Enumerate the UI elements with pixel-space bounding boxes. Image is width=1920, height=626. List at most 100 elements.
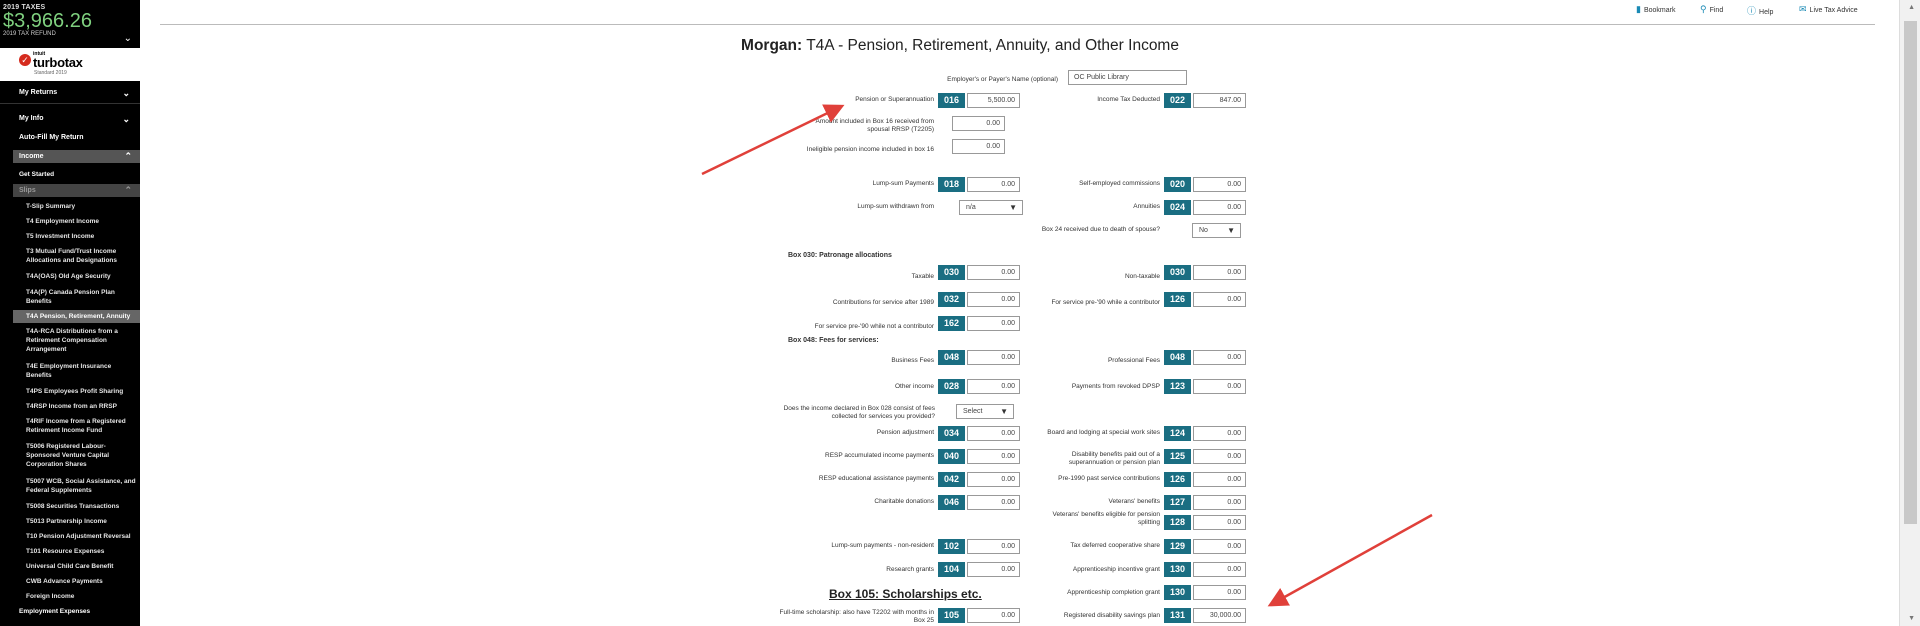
chevron-down-icon[interactable]: ⌄ — [123, 33, 132, 44]
sidebar-item-t4a-oas[interactable]: T4A(OAS) Old Age Security — [26, 273, 111, 280]
box-102: 102 — [938, 539, 965, 554]
sidebar-item-tslip-summary[interactable]: T-Slip Summary — [26, 203, 76, 210]
sidebar-item-t5008[interactable]: T5008 Securities Transactions — [26, 503, 120, 510]
sidebar-item-t3[interactable]: T3 Mutual Fund/Trust Income Allocations … — [26, 248, 118, 264]
non-taxable-label: Non-taxable — [1124, 273, 1160, 280]
scroll-down-icon[interactable]: ▼ — [1908, 615, 1915, 622]
resp-accumulated-input[interactable]: 0.00 — [967, 449, 1020, 464]
live-tax-advice-label: Live Tax Advice — [1809, 7, 1858, 14]
nav-my-returns[interactable]: My Returns ⌄ — [0, 88, 140, 98]
ineligible-pension-input[interactable]: 0.00 — [952, 139, 1005, 154]
payer-name-input[interactable]: OC Public Library — [1068, 70, 1187, 85]
arrow-to-rdsp — [1267, 513, 1433, 607]
sidebar-item-t4a-pension[interactable]: T4A Pension, Retirement, Annuity — [13, 310, 140, 323]
revoked-dpsp-input[interactable]: 0.00 — [1193, 379, 1246, 394]
box28-question-select[interactable]: Select ▼ — [956, 404, 1014, 419]
pre90-contributor-input[interactable]: 0.00 — [1193, 292, 1246, 307]
sidebar-item-t5007[interactable]: T5007 WCB, Social Assistance, and Federa… — [26, 478, 136, 494]
nav-label: My Returns — [19, 89, 58, 96]
other-income-input[interactable]: 0.00 — [967, 379, 1020, 394]
lump-nonresident-label: Lump-sum payments - non-resident — [831, 542, 934, 549]
pension-adjustment-input[interactable]: 0.00 — [967, 426, 1020, 441]
veterans-splitting-input[interactable]: 0.00 — [1193, 515, 1246, 530]
patronage-heading: Box 030: Patronage allocations — [788, 252, 892, 259]
disability-benefits-input[interactable]: 0.00 — [1193, 449, 1246, 464]
dropdown-arrow-icon: ▼ — [1000, 407, 1008, 416]
lump-nonresident-input[interactable]: 0.00 — [967, 539, 1020, 554]
brand-intuit: intuit — [33, 51, 46, 57]
annuities-input[interactable]: 0.00 — [1193, 200, 1246, 215]
income-tax-deducted-input[interactable]: 847.00 — [1193, 93, 1246, 108]
sidebar-item-uccb[interactable]: Universal Child Care Benefit — [26, 563, 114, 570]
page-scrollbar[interactable]: ▲ ▼ — [1899, 0, 1920, 626]
pre90-noncontributor-input[interactable]: 0.00 — [967, 316, 1020, 331]
apprenticeship-incentive-label: Apprenticeship incentive grant — [1072, 566, 1160, 573]
taxable-input[interactable]: 0.00 — [967, 265, 1020, 280]
refund-label: 2019 TAX REFUND — [3, 31, 56, 37]
taxpayer-name: Morgan: — [741, 37, 803, 54]
nav-label: My Info — [19, 115, 44, 122]
box-126-pre1990: 126 — [1164, 472, 1191, 487]
box28-question-label: Does the income declared in Box 028 cons… — [783, 405, 935, 420]
rdsp-input[interactable]: 30,000.00 — [1193, 608, 1246, 623]
sidebar-item-t4e[interactable]: T4E Employment Insurance Benefits — [26, 363, 112, 379]
apprenticeship-completion-input[interactable]: 0.00 — [1193, 585, 1246, 600]
sidebar-item-cwb[interactable]: CWB Advance Payments — [26, 578, 103, 585]
scroll-thumb[interactable] — [1904, 21, 1917, 524]
tax-deferred-coop-input[interactable]: 0.00 — [1193, 539, 1246, 554]
veterans-benefits-input[interactable]: 0.00 — [1193, 495, 1246, 510]
charitable-donations-input[interactable]: 0.00 — [967, 495, 1020, 510]
nav-employment-expenses[interactable]: Employment Expenses — [0, 608, 140, 615]
live-tax-advice-button[interactable]: ✉ Live Tax Advice — [1799, 4, 1858, 15]
research-grants-input[interactable]: 0.00 — [967, 562, 1020, 577]
bookmark-button[interactable]: ▮ Bookmark — [1636, 4, 1675, 15]
self-employed-input[interactable]: 0.00 — [1193, 177, 1246, 192]
nav-my-info[interactable]: My Info ⌄ — [0, 114, 140, 124]
sidebar-item-t4ps[interactable]: T4PS Employees Profit Sharing — [26, 388, 124, 395]
non-taxable-input[interactable]: 0.00 — [1193, 265, 1246, 280]
nav-income[interactable]: Income ⌃ — [13, 150, 140, 163]
pension-input[interactable]: 5,500.00 — [967, 93, 1020, 108]
spousal-rrsp-input[interactable]: 0.00 — [952, 116, 1005, 131]
annuities-label: Annuities — [1133, 203, 1160, 210]
nav-get-started[interactable]: Get Started — [0, 171, 140, 178]
sidebar-item-t4a-p[interactable]: T4A(P) Canada Pension Plan Benefits — [26, 289, 115, 305]
toolbar-divider — [160, 24, 1875, 25]
sidebar-item-t4rsp[interactable]: T4RSP Income from an RRSP — [26, 403, 117, 410]
top-toolbar: ▮ Bookmark ⚲ Find ⓘ Help ✉ Live Tax Advice — [1630, 4, 1870, 18]
help-button[interactable]: ⓘ Help — [1747, 4, 1773, 17]
sidebar-item-t4[interactable]: T4 Employment Income — [26, 218, 99, 225]
box-104: 104 — [938, 562, 965, 577]
lump-sum-label: Lump-sum Payments — [872, 180, 934, 187]
sidebar-item-t5[interactable]: T5 Investment Income — [26, 233, 95, 240]
lump-sum-input[interactable]: 0.00 — [967, 177, 1020, 192]
sidebar-item-t5013[interactable]: T5013 Partnership Income — [26, 518, 107, 525]
box24-death-select[interactable]: No ▼ — [1192, 223, 1241, 238]
sidebar-item-t4a-rca[interactable]: T4A-RCA Distributions from a Retirement … — [26, 328, 118, 353]
nav-slips[interactable]: Slips ⌃ — [13, 184, 140, 197]
professional-fees-input[interactable]: 0.00 — [1193, 350, 1246, 365]
arrow-to-pension — [701, 104, 845, 176]
fulltime-scholarship-input[interactable]: 0.00 — [967, 608, 1020, 623]
sidebar-item-t10[interactable]: T10 Pension Adjustment Reversal — [26, 533, 131, 540]
lump-from-select[interactable]: n/a ▼ — [959, 200, 1023, 215]
board-lodging-input[interactable]: 0.00 — [1193, 426, 1246, 441]
scroll-up-icon[interactable]: ▲ — [1908, 4, 1915, 11]
sidebar-item-foreign-income[interactable]: Foreign Income — [26, 593, 75, 600]
refund-meter[interactable]: 2019 TAXES $3,966.26 2019 TAX REFUND ⌄ — [0, 0, 140, 48]
find-button[interactable]: ⚲ Find — [1700, 4, 1723, 15]
box-022: 022 — [1164, 93, 1191, 108]
sidebar-item-t4rif[interactable]: T4RIF Income from a Registered Retiremen… — [26, 418, 126, 434]
apprenticeship-incentive-input[interactable]: 0.00 — [1193, 562, 1246, 577]
sidebar-item-t101[interactable]: T101 Resource Expenses — [26, 548, 105, 555]
box-126-pre90: 126 — [1164, 292, 1191, 307]
revoked-dpsp-label: Payments from revoked DPSP — [1071, 383, 1160, 390]
resp-eap-input[interactable]: 0.00 — [967, 472, 1020, 487]
nav-auto-fill[interactable]: Auto-Fill My Return — [0, 134, 140, 141]
business-fees-label: Business Fees — [891, 357, 934, 364]
contrib-after-1989-input[interactable]: 0.00 — [967, 292, 1020, 307]
business-fees-input[interactable]: 0.00 — [967, 350, 1020, 365]
pre1990-past-service-input[interactable]: 0.00 — [1193, 472, 1246, 487]
chevron-down-icon: ⌄ — [122, 88, 130, 98]
sidebar-item-t5006[interactable]: T5006 Registered Labour-Sponsored Ventur… — [26, 443, 110, 468]
